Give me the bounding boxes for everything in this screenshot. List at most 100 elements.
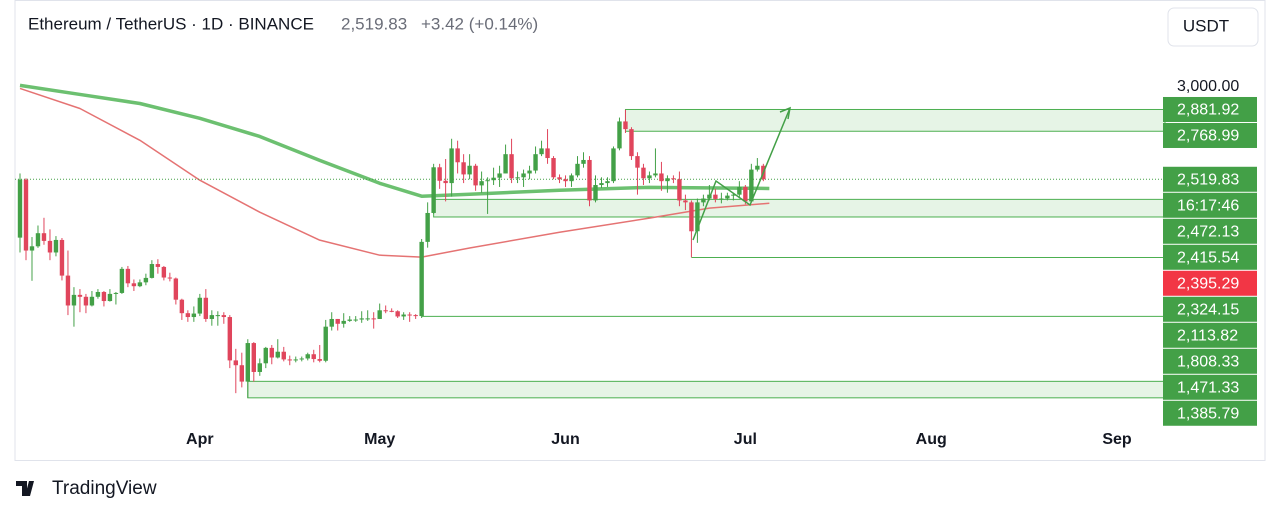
candle-body [737,186,742,195]
candle-body [449,148,454,184]
candle-body [269,347,274,358]
candle-body [629,129,634,157]
candle-body [635,156,640,168]
price-label-bg [1163,374,1257,400]
logo [16,481,34,496]
candle-body [293,359,298,361]
price-label-bg [1163,244,1257,270]
candle-body [257,363,262,372]
candle-body [623,121,628,130]
candle-body [65,275,71,306]
currency[interactable]: USDT [1183,16,1229,35]
price-label-bg [1163,166,1257,192]
currency-button[interactable] [1167,7,1259,47]
price-label-bg [1163,400,1257,426]
price-label: 16:17:46 [1177,197,1239,214]
candle-body [197,297,203,314]
candle-body [281,351,286,360]
price-label: 2,472.13 [1177,223,1239,240]
candle-body [671,178,676,180]
price-label-bg [1163,122,1257,148]
candle-body [473,165,478,186]
candle-body [581,159,586,164]
candle-body [677,179,682,201]
candle-body [155,264,161,267]
candle-body [563,179,568,182]
moving-average [19,83,770,198]
candle-body [233,360,239,366]
candle-body [149,264,155,278]
candle-body [251,343,256,372]
candle-body [509,154,514,179]
candle-body [443,180,448,184]
price-label: 1,808.33 [1177,353,1239,370]
candle-body [203,297,209,319]
price-label: 2,519.83 [1177,171,1239,188]
candle-body [263,347,268,364]
candle-body [101,291,107,302]
candle-body [371,318,376,320]
candle-body [59,239,65,276]
candle-body [359,318,364,320]
candle-body [569,175,574,182]
candle-body [167,277,173,279]
candle-body [689,202,694,232]
candle-body [515,177,520,179]
candle-body [647,175,652,179]
candle-body [239,365,245,382]
x-tick-label: Jun [551,431,579,448]
candle-body [725,195,730,199]
candle-body [743,186,748,202]
candle-body [83,296,89,306]
price-label: 2,768.99 [1177,128,1239,145]
x-tick-label: Apr [186,431,214,448]
candle-body [221,315,227,318]
candle-body [317,359,322,361]
candle-body [377,310,382,319]
candle-body [383,310,388,312]
arrow-head [779,106,791,120]
candle-body [587,159,592,201]
candle-body [431,167,436,213]
price-label-bg [1163,322,1257,348]
candle-body [395,311,400,317]
zone [247,380,1166,399]
symbol: Ethereum / TetherUS · 1D · BINANCE [28,14,314,33]
candle-body [599,183,604,186]
candle-body [437,167,442,181]
candle-body [617,121,622,149]
candle-body [755,165,760,170]
candle-body [95,291,101,297]
candle-body [47,240,53,253]
candle-body [347,319,352,321]
candle-body [89,296,95,306]
candle-body [719,198,724,200]
x-tick-label: Aug [916,431,947,448]
candle-body [521,173,526,178]
candle-body [749,169,754,202]
candle-body [29,246,35,251]
candle-body [245,343,250,382]
logo-icon [16,481,34,496]
candle-body [107,293,113,302]
candle-body [551,158,556,178]
candle-body [593,185,598,201]
candle-body [179,299,185,314]
candle-body [191,313,197,318]
candle-body [323,326,328,361]
x-tick-label: May [364,431,395,448]
candle-body [41,233,47,241]
price-change: +3.42 (+0.14%) [421,14,538,33]
candle-body [23,179,29,251]
candle-body [659,173,664,182]
candle-body [215,315,221,317]
price-label: 1,385.79 [1177,405,1239,422]
price-label-bg [1163,218,1257,244]
candle-body [611,148,616,182]
pane-frame [14,0,1266,461]
x-tick-label: Jul [734,431,757,448]
candle-body [701,198,706,203]
candle-body [209,315,215,319]
candle-body [71,294,77,306]
candle-body [527,170,532,174]
